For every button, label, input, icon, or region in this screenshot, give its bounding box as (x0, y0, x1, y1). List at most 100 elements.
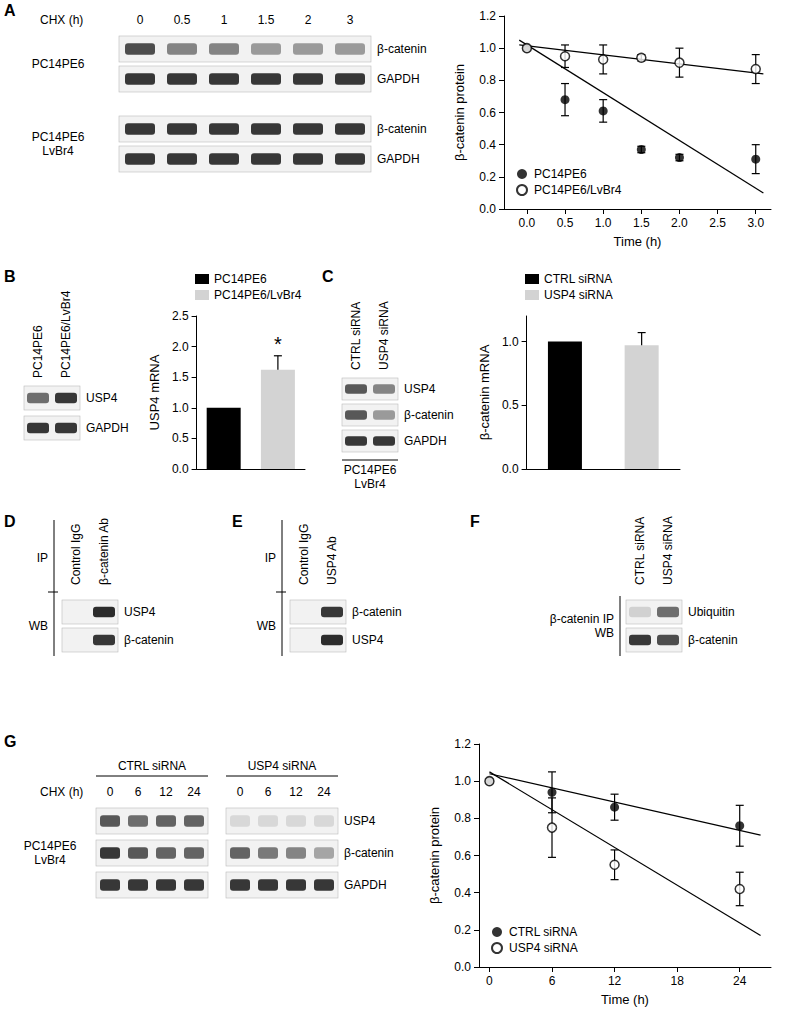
svg-text:1.0: 1.0 (454, 774, 471, 788)
svg-text:0.8: 0.8 (479, 73, 496, 87)
svg-text:0: 0 (137, 13, 144, 27)
svg-text:2.5: 2.5 (172, 309, 189, 323)
svg-text:PC14PE6: PC14PE6 (24, 839, 77, 853)
svg-text:12: 12 (289, 785, 303, 799)
svg-text:USP4 siRNA: USP4 siRNA (248, 759, 317, 773)
svg-text:LvBr4: LvBr4 (34, 853, 66, 867)
svg-text:*: * (274, 333, 282, 355)
svg-text:WB: WB (257, 619, 276, 633)
svg-text:CHX (h): CHX (h) (40, 13, 83, 27)
svg-text:GAPDH: GAPDH (377, 152, 420, 166)
svg-text:PC14PE6: PC14PE6 (32, 130, 85, 144)
svg-text:0.0: 0.0 (172, 462, 189, 476)
svg-text:0: 0 (237, 785, 244, 799)
svg-text:D: D (4, 513, 16, 530)
svg-text:24: 24 (733, 974, 747, 988)
svg-text:β-catenin IP: β-catenin IP (550, 612, 614, 626)
svg-text:Control IgG: Control IgG (69, 524, 83, 585)
svg-text:6: 6 (549, 974, 556, 988)
svg-text:USP4: USP4 (352, 633, 384, 647)
svg-text:PC14PE6: PC14PE6 (32, 57, 85, 71)
svg-text:β-catenin protein: β-catenin protein (427, 807, 442, 904)
svg-text:0.6: 0.6 (454, 849, 471, 863)
svg-text:Time (h): Time (h) (601, 992, 649, 1007)
svg-text:B: B (4, 268, 16, 285)
svg-text:β-catenin mRNA: β-catenin mRNA (477, 344, 492, 440)
svg-text:GAPDH: GAPDH (404, 434, 447, 448)
svg-text:0.5: 0.5 (172, 431, 189, 445)
svg-text:0: 0 (486, 974, 493, 988)
svg-text:24: 24 (187, 785, 201, 799)
svg-text:β-catenin: β-catenin (344, 846, 394, 860)
svg-text:24: 24 (317, 785, 331, 799)
svg-text:1.0: 1.0 (172, 401, 189, 415)
svg-text:3: 3 (347, 13, 354, 27)
svg-text:CTRL siRNA: CTRL siRNA (633, 517, 647, 585)
svg-text:1.5: 1.5 (258, 13, 275, 27)
svg-text:CTRL siRNA: CTRL siRNA (349, 302, 363, 370)
svg-text:β-catenin: β-catenin (688, 633, 738, 647)
svg-text:F: F (470, 513, 480, 530)
svg-text:0.6: 0.6 (479, 106, 496, 120)
svg-text:G: G (4, 733, 16, 750)
svg-text:E: E (232, 513, 243, 530)
svg-text:18: 18 (670, 974, 684, 988)
svg-text:1.2: 1.2 (479, 9, 496, 23)
svg-text:2: 2 (305, 13, 312, 27)
svg-text:0.4: 0.4 (479, 138, 496, 152)
svg-text:GAPDH: GAPDH (344, 878, 387, 892)
svg-text:3.0: 3.0 (747, 216, 764, 230)
svg-text:6: 6 (265, 785, 272, 799)
svg-text:PC14PE6: PC14PE6 (31, 325, 45, 378)
svg-text:PC14PE6: PC14PE6 (344, 463, 397, 477)
svg-text:1.0: 1.0 (595, 216, 612, 230)
svg-text:USP4: USP4 (86, 391, 118, 405)
svg-text:PC14PE6/LvBr4: PC14PE6/LvBr4 (534, 183, 622, 197)
svg-text:0.0: 0.0 (479, 202, 496, 216)
svg-text:0.0: 0.0 (502, 462, 519, 476)
svg-text:CTRL siRNA: CTRL siRNA (509, 925, 577, 939)
svg-text:Time (h): Time (h) (614, 234, 662, 249)
svg-text:0.2: 0.2 (479, 170, 496, 184)
svg-text:USP4: USP4 (404, 382, 436, 396)
svg-text:PC14PE6/LvBr4: PC14PE6/LvBr4 (214, 288, 302, 302)
svg-text:C: C (322, 268, 334, 285)
svg-text:GAPDH: GAPDH (377, 72, 420, 86)
svg-text:USP4 siRNA: USP4 siRNA (377, 301, 391, 370)
svg-text:PC14PE6: PC14PE6 (214, 272, 267, 286)
svg-text:1.5: 1.5 (172, 370, 189, 384)
svg-text:LvBr4: LvBr4 (42, 144, 74, 158)
svg-text:IP: IP (37, 551, 48, 565)
svg-text:CHX (h): CHX (h) (40, 785, 83, 799)
svg-text:β-catenin: β-catenin (377, 42, 427, 56)
svg-text:0.5: 0.5 (557, 216, 574, 230)
svg-text:WB: WB (595, 626, 614, 640)
svg-text:1.5: 1.5 (633, 216, 650, 230)
svg-text:IP: IP (265, 551, 276, 565)
svg-text:1.2: 1.2 (454, 737, 471, 751)
svg-text:USP4 siRNA: USP4 siRNA (509, 941, 578, 955)
svg-text:WB: WB (29, 619, 48, 633)
svg-text:2.0: 2.0 (172, 340, 189, 354)
svg-text:0.5: 0.5 (174, 13, 191, 27)
svg-text:β-catenin protein: β-catenin protein (452, 64, 467, 161)
svg-text:0.0: 0.0 (454, 960, 471, 974)
svg-text:0: 0 (107, 785, 114, 799)
svg-text:CTRL siRNA: CTRL siRNA (544, 272, 612, 286)
svg-text:2.5: 2.5 (709, 216, 726, 230)
svg-text:USP4 mRNA: USP4 mRNA (147, 354, 162, 430)
svg-text:2.0: 2.0 (671, 216, 688, 230)
svg-text:β-catenin: β-catenin (404, 408, 454, 422)
svg-text:GAPDH: GAPDH (86, 421, 129, 435)
svg-text:12: 12 (608, 974, 622, 988)
svg-text:β-catenin: β-catenin (124, 633, 174, 647)
svg-text:0.2: 0.2 (454, 923, 471, 937)
svg-text:USP4 siRNA: USP4 siRNA (544, 288, 613, 302)
svg-text:1: 1 (221, 13, 228, 27)
svg-text:A: A (4, 2, 16, 19)
svg-text:CTRL siRNA: CTRL siRNA (118, 759, 186, 773)
svg-text:USP4 siRNA: USP4 siRNA (661, 516, 675, 585)
svg-text:0.4: 0.4 (454, 886, 471, 900)
svg-text:PC14PE6/LvBr4: PC14PE6/LvBr4 (59, 290, 73, 378)
svg-text:USP4: USP4 (344, 814, 376, 828)
